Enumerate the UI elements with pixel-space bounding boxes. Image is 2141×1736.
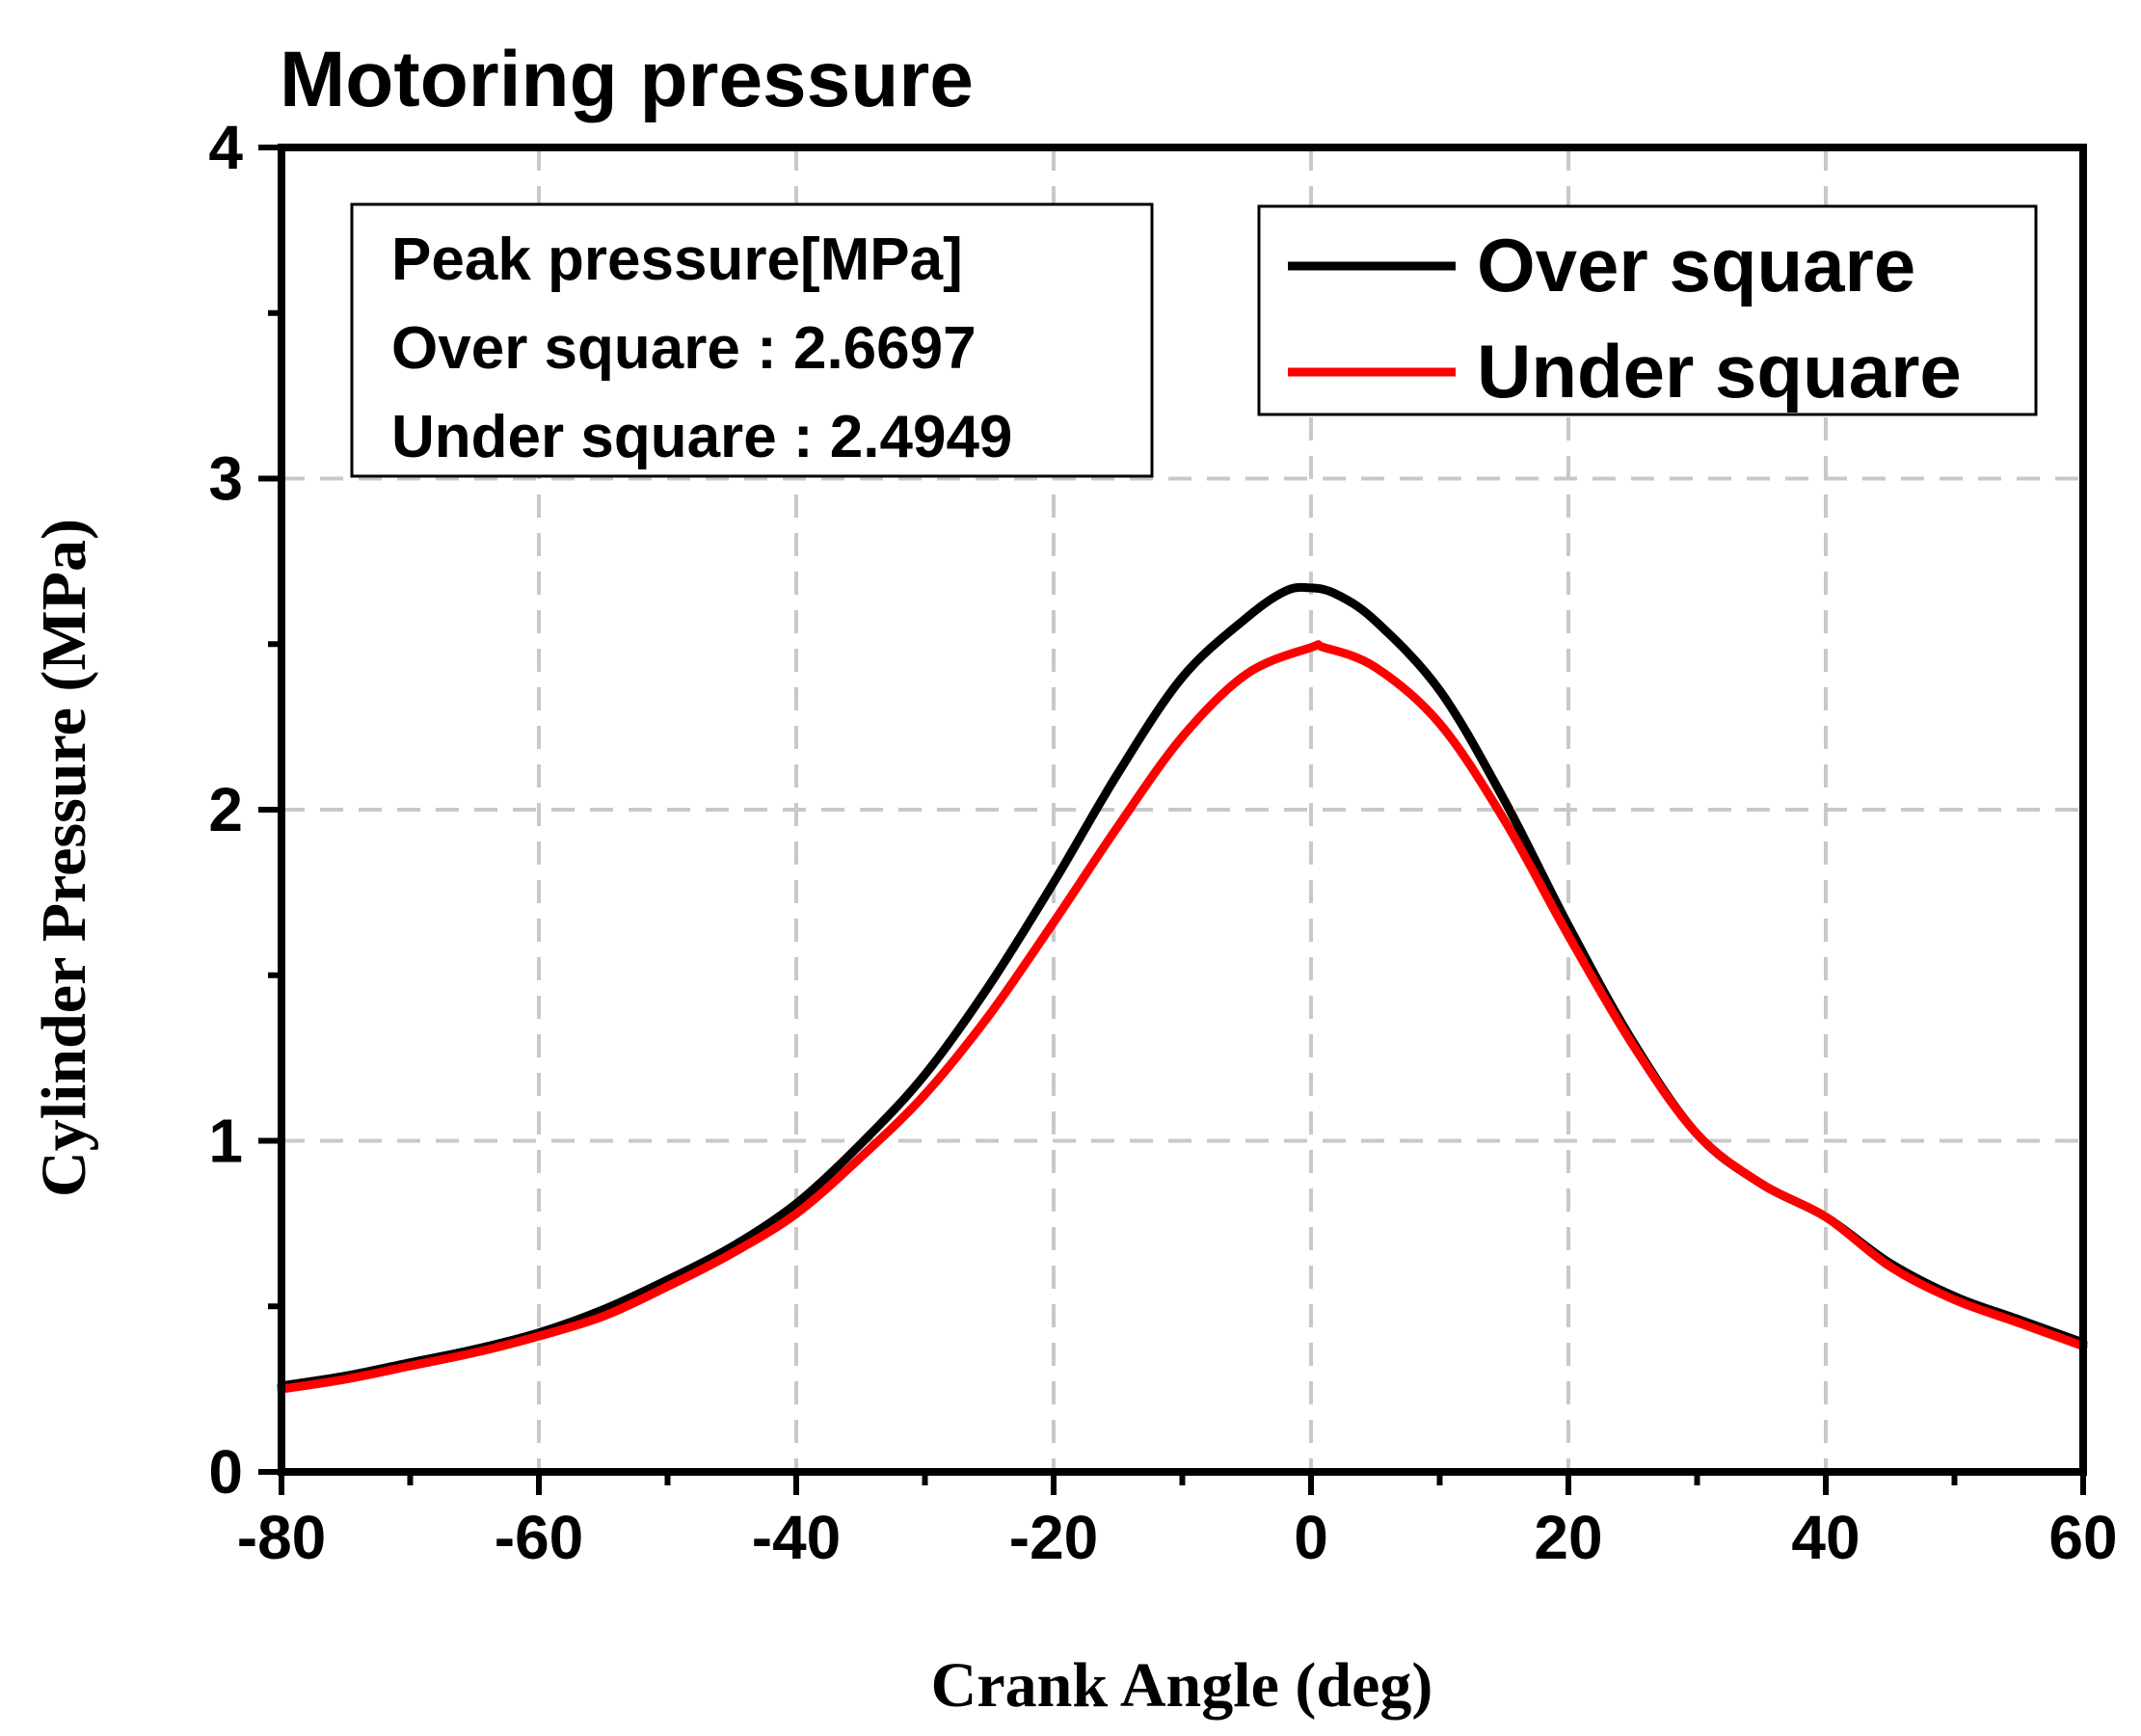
x-axis-label: Crank Angle (deg)	[931, 1650, 1433, 1721]
annotation-over-square: Over square : 2.6697	[391, 315, 977, 382]
x-tick-label--60: -60	[495, 1503, 584, 1572]
axis-ticks	[258, 145, 2086, 1495]
y-tick-label-4: 4	[208, 113, 243, 182]
y-tick-label-2: 2	[208, 775, 243, 844]
x-tick-label--80: -80	[237, 1503, 327, 1572]
x-tick-label-20: 20	[1534, 1503, 1602, 1572]
annotation-box	[350, 202, 1154, 478]
data-series	[277, 582, 2088, 1394]
legend-box	[1257, 204, 2038, 416]
annotation-under-square: Under square : 2.4949	[391, 404, 1012, 470]
series-line-under-square	[277, 640, 2088, 1394]
x-tick-labels: -80 -60 -40 -20 0 20 40 60	[237, 1503, 2118, 1572]
chart-title: Motoring pressure	[280, 36, 974, 123]
annotation-title: Peak pressure[MPa]	[391, 227, 963, 293]
grid-lines	[281, 147, 2083, 1472]
legend-label-under-square: Under square	[1477, 329, 1962, 414]
x-tick-label-60: 60	[2048, 1503, 2117, 1572]
x-tick-label--40: -40	[752, 1503, 842, 1572]
peak-pressure-annotation: Peak pressure[MPa] Over square : 2.6697 …	[350, 202, 1154, 478]
y-tick-labels: 0 1 2 3 4	[208, 113, 243, 1507]
x-tick-label--20: -20	[1009, 1503, 1099, 1572]
y-tick-label-1: 1	[208, 1107, 243, 1176]
legend-label-over-square: Over square	[1477, 223, 1915, 307]
legend: Over square Under square	[1257, 204, 2038, 416]
x-tick-label-0: 0	[1294, 1503, 1328, 1572]
y-axis-label: Cylinder Pressure (MPa)	[29, 519, 99, 1197]
x-tick-label-40: 40	[1791, 1503, 1860, 1572]
y-tick-label-0: 0	[208, 1437, 243, 1507]
y-tick-label-3: 3	[208, 444, 243, 514]
